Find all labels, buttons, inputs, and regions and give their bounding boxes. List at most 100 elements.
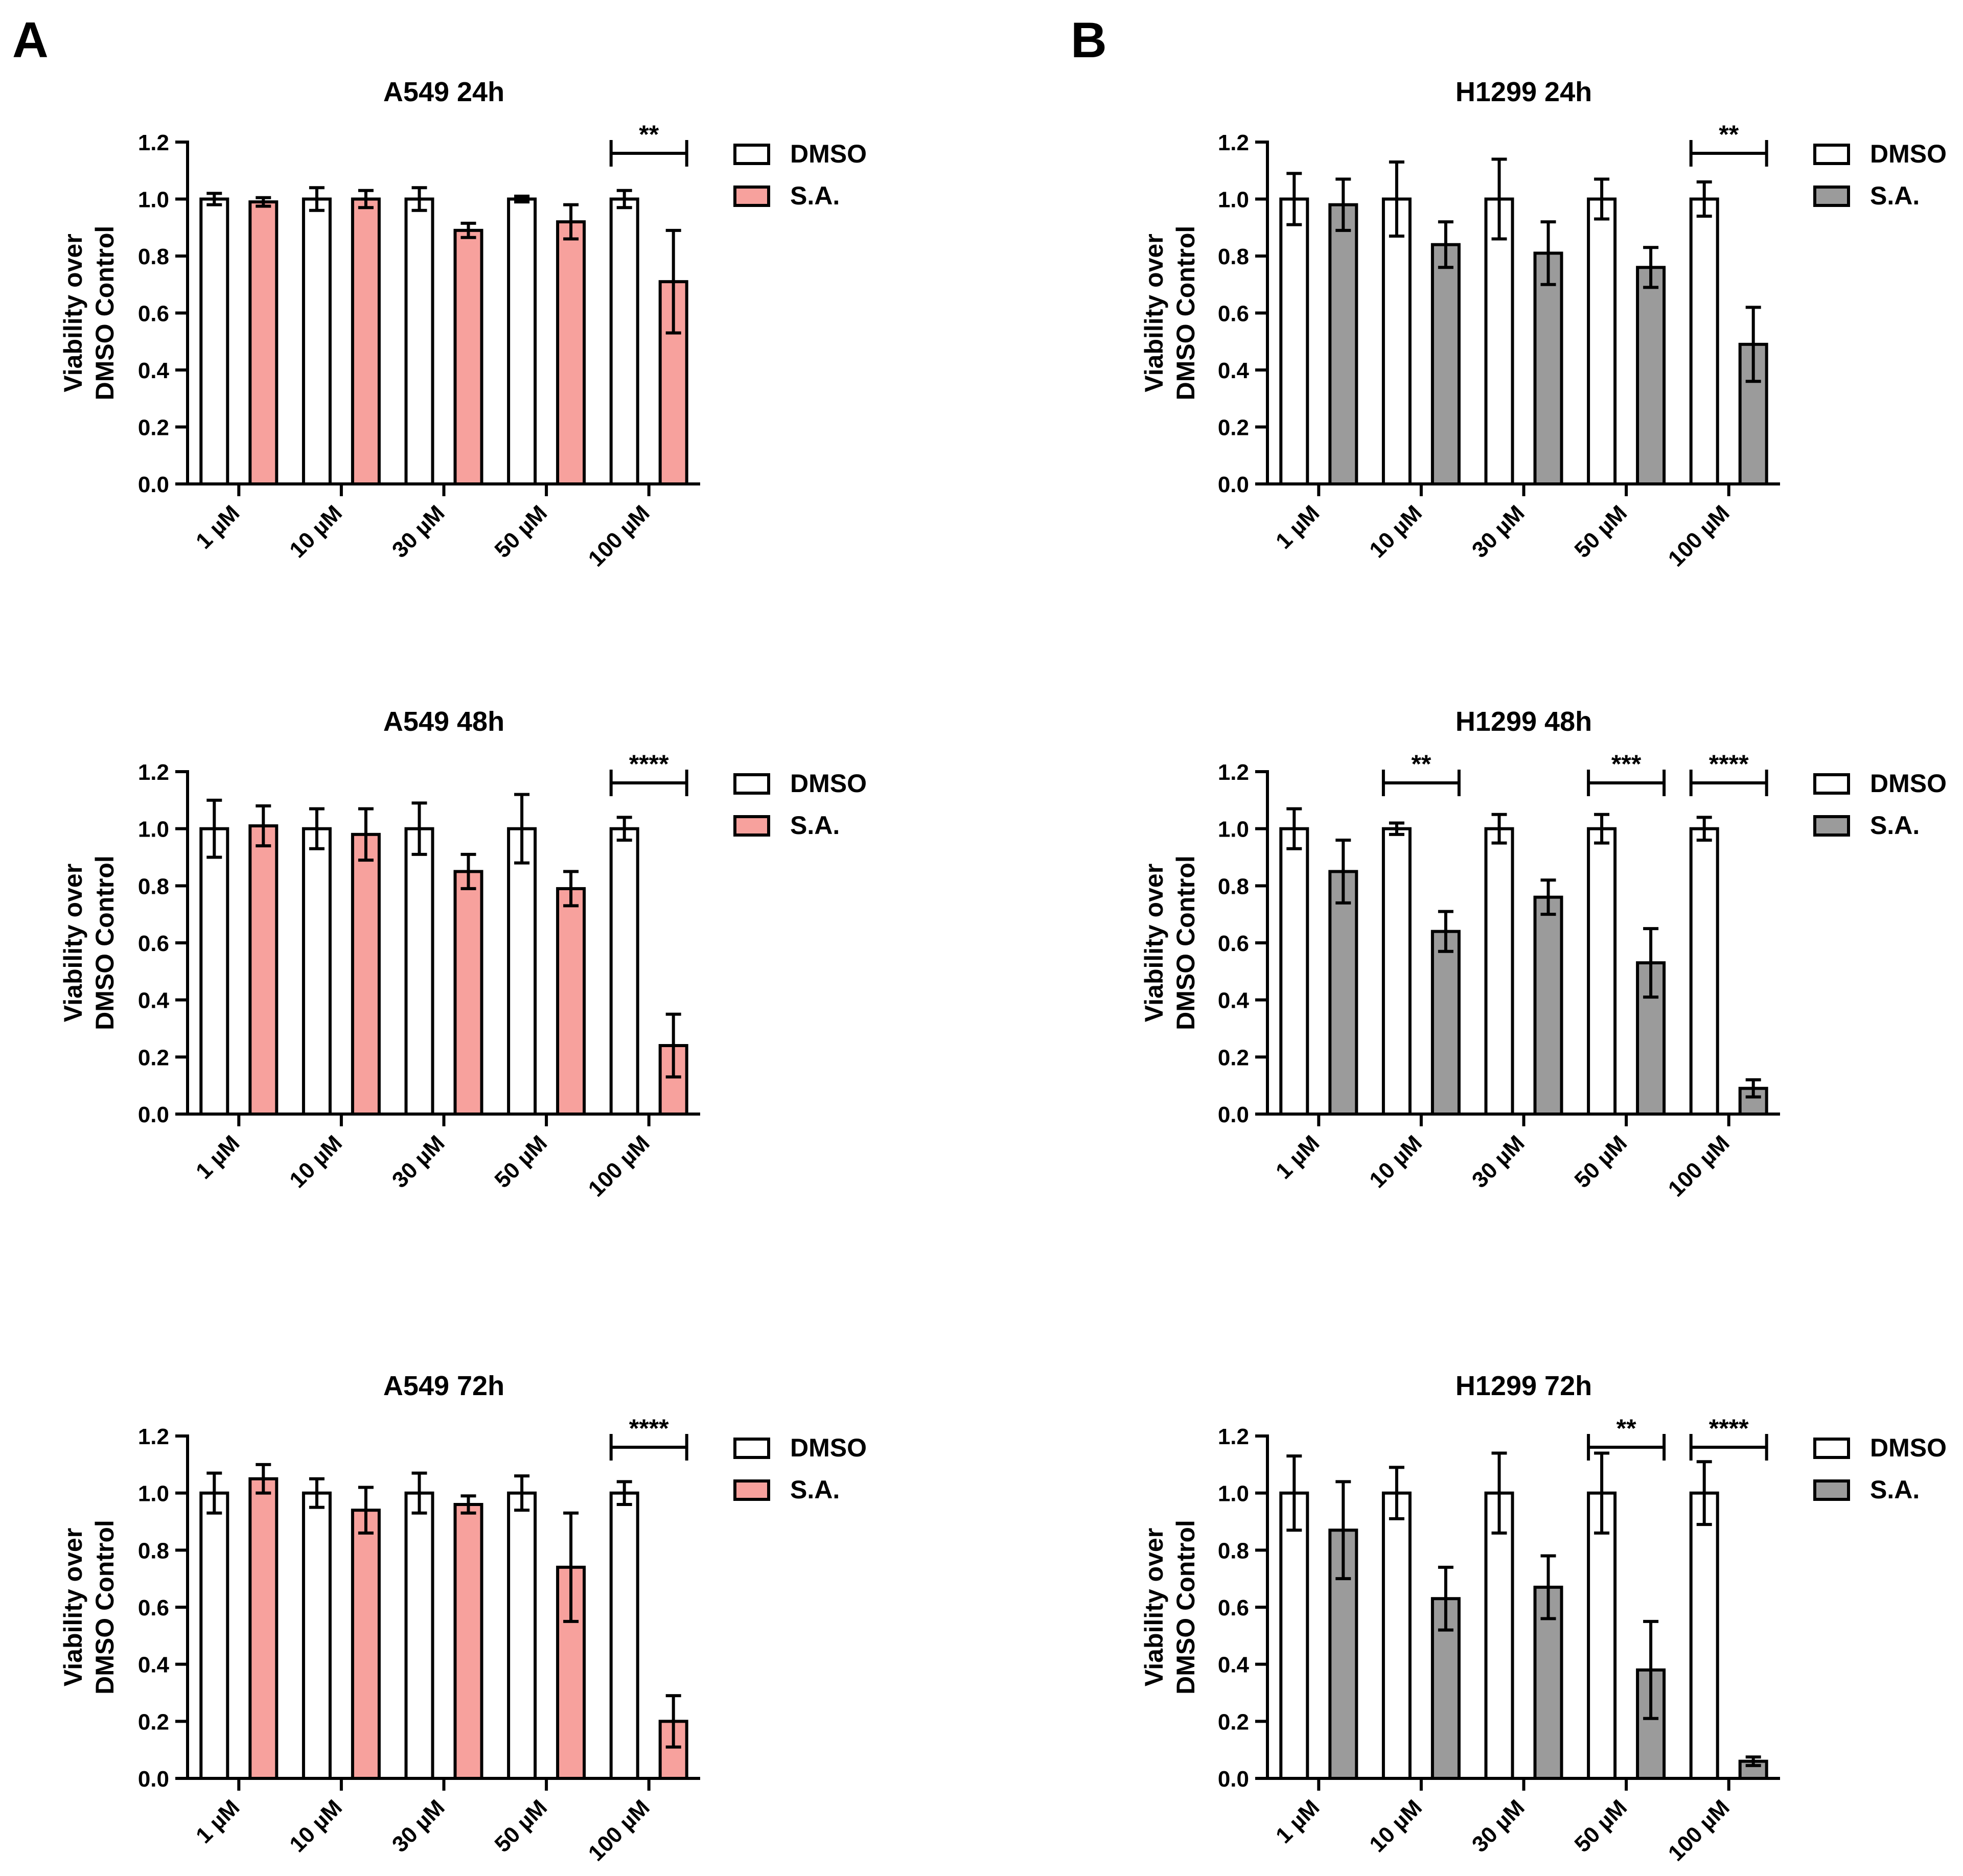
y-tick-label: 1.2 [138, 760, 169, 785]
legend-label: S.A. [1870, 181, 1920, 210]
legend-swatch [1813, 1438, 1850, 1459]
bar-dmso [302, 827, 332, 1116]
y-tick-label: 1.0 [1218, 817, 1249, 842]
chart-3: A549 72h Viability over DMSO Control 0.0 0.2… [59, 1371, 867, 1866]
y-tick-label: 0.0 [138, 1102, 169, 1127]
y-tick-label: 0.6 [1218, 931, 1249, 956]
y-tick-label: 1.2 [1218, 1424, 1249, 1449]
y-tick-label: 0.6 [1218, 302, 1249, 327]
legend-label: DMSO [790, 140, 867, 168]
y-tick-label: 1.0 [138, 1481, 169, 1507]
bar-sa [1738, 1759, 1768, 1780]
significance-label: **** [1709, 750, 1749, 778]
legend-swatch [733, 1438, 770, 1459]
y-axis-label: Viability over [1140, 1528, 1168, 1686]
chart-title: H1299 72h [1456, 1371, 1592, 1401]
bar-sa [453, 870, 483, 1116]
bar-dmso [1587, 197, 1617, 485]
chart-title: A549 24h [383, 77, 504, 107]
y-tick-label: 0.8 [138, 874, 169, 899]
legend-swatch [733, 773, 770, 795]
legend-label: DMSO [1870, 1433, 1947, 1462]
y-tick-label: 1.2 [1218, 130, 1249, 155]
significance-label: *** [1611, 750, 1642, 778]
bar-sa [453, 228, 483, 485]
y-axis-label: DMSO Control [1171, 1520, 1200, 1695]
bar-sa [658, 280, 688, 485]
chart-title: H1299 48h [1456, 706, 1592, 737]
chart-6: H1299 72h Viability over DMSO Control 0.0 0.… [1140, 1371, 1947, 1866]
bar-dmso [404, 1491, 434, 1780]
bar-sa [351, 832, 381, 1116]
y-tick-label: 1.2 [1218, 760, 1249, 785]
bar-dmso [404, 827, 434, 1116]
chart-title: A549 72h [383, 1371, 504, 1401]
bar-dmso [609, 1491, 639, 1780]
y-tick-label: 0.0 [1218, 1767, 1249, 1792]
chart-2: A549 48h Viability over DMSO Control 0.0 0.2… [59, 706, 867, 1201]
significance-label: ** [1616, 1414, 1636, 1443]
y-tick-label: 1.2 [138, 1424, 169, 1449]
y-tick-label: 0.8 [138, 244, 169, 269]
y-axis-label: Viability over [1140, 234, 1168, 392]
bar-dmso [1381, 1491, 1412, 1780]
bar-sa [1430, 243, 1461, 485]
bar-dmso [507, 197, 537, 485]
y-tick-label: 0.4 [1218, 1653, 1250, 1678]
significance-label: **** [1709, 1414, 1749, 1443]
bar-sa [248, 200, 279, 485]
bar-sa [1328, 870, 1358, 1116]
legend-label: S.A. [790, 811, 840, 840]
chart-5: H1299 48h Viability over DMSO Control 0.0 0.… [1140, 706, 1947, 1201]
bar-dmso [1381, 827, 1412, 1116]
y-tick-label: 0.8 [1218, 1538, 1249, 1563]
y-tick-label: 0.6 [1218, 1595, 1249, 1620]
y-tick-label: 1.0 [138, 817, 169, 842]
y-tick-label: 0.4 [1218, 358, 1250, 383]
bar-sa [248, 1477, 279, 1780]
bar-dmso [1587, 827, 1617, 1116]
bar-sa [1328, 203, 1358, 485]
bar-sa [248, 824, 279, 1116]
significance-label: **** [629, 1414, 669, 1443]
bar-sa [1430, 930, 1461, 1116]
y-tick-label: 0.2 [138, 1045, 169, 1070]
legend-swatch [1813, 773, 1850, 795]
y-tick-label: 0.8 [1218, 244, 1249, 269]
bar-sa [1533, 251, 1563, 485]
bar-dmso [1689, 197, 1719, 485]
legend-swatch [1813, 144, 1850, 165]
significance-label: ** [639, 120, 659, 149]
bar-dmso [1689, 1491, 1719, 1780]
y-axis-label: DMSO Control [1171, 226, 1200, 401]
legend-swatch [733, 1479, 770, 1501]
panel-label-a: A [12, 12, 49, 68]
bar-sa [351, 197, 381, 485]
legend-label: DMSO [790, 769, 867, 798]
y-axis-label: Viability over [1140, 864, 1168, 1022]
chart-title: A549 48h [383, 706, 504, 737]
legend-label: DMSO [790, 1433, 867, 1462]
y-tick-label: 1.0 [1218, 188, 1249, 213]
legend-swatch [733, 144, 770, 165]
bar-dmso [1484, 1491, 1514, 1780]
y-tick-label: 1.0 [138, 188, 169, 213]
significance-label: ** [1411, 750, 1431, 778]
y-axis-label: DMSO Control [90, 855, 119, 1030]
legend-label: S.A. [1870, 1475, 1920, 1504]
bar-dmso [1484, 197, 1514, 485]
y-tick-label: 1.0 [1218, 1481, 1249, 1507]
y-tick-label: 0.6 [138, 1595, 169, 1620]
y-tick-label: 0.4 [138, 358, 170, 383]
y-tick-label: 1.2 [138, 130, 169, 155]
bar-dmso [1484, 827, 1514, 1116]
legend-label: DMSO [1870, 769, 1947, 798]
legend-label: S.A. [1870, 811, 1920, 840]
y-tick-label: 0.2 [1218, 1045, 1249, 1070]
y-tick-label: 0.6 [138, 931, 169, 956]
y-tick-label: 0.0 [1218, 1102, 1249, 1127]
bar-dmso [302, 197, 332, 485]
bar-dmso [199, 1491, 229, 1780]
bar-dmso [609, 827, 639, 1116]
